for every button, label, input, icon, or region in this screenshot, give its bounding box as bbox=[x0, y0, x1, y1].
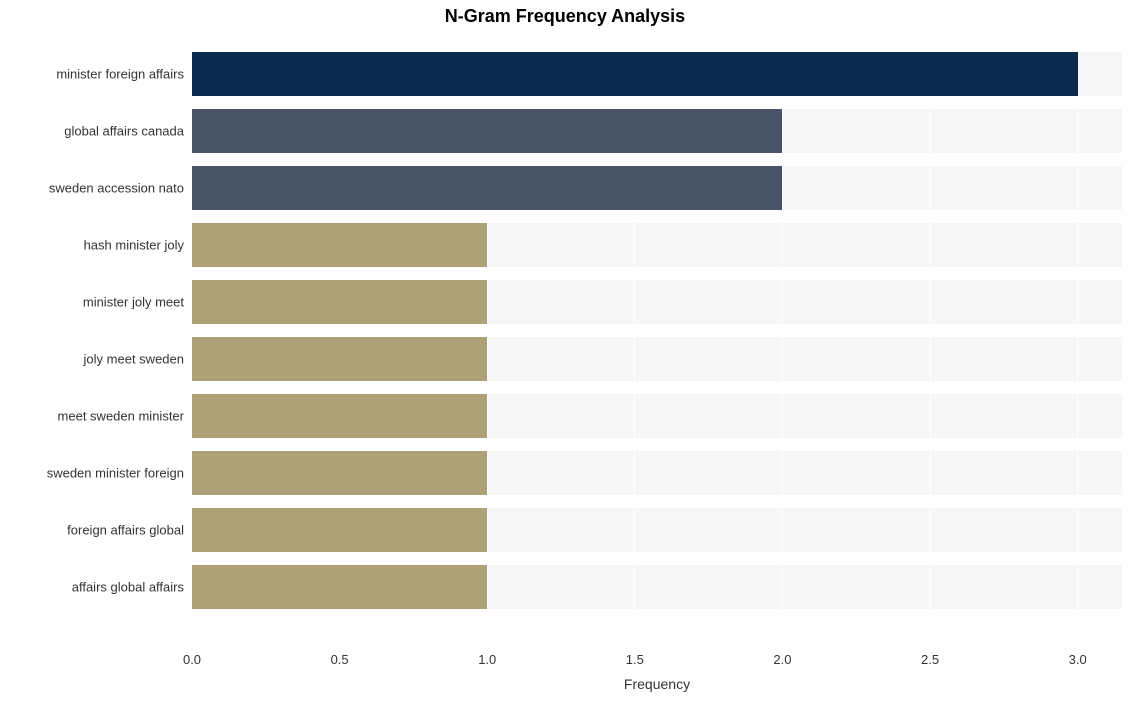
y-tick-label: sweden accession nato bbox=[49, 181, 192, 196]
x-tick-label: 3.0 bbox=[1069, 642, 1087, 667]
x-tick-label: 0.5 bbox=[331, 642, 349, 667]
vertical-gridline bbox=[930, 32, 931, 642]
x-axis-title: Frequency bbox=[192, 676, 1122, 692]
bar bbox=[192, 394, 487, 438]
y-tick-label: joly meet sweden bbox=[84, 352, 192, 367]
y-tick-label: foreign affairs global bbox=[67, 523, 192, 538]
x-tick-label: 2.5 bbox=[921, 642, 939, 667]
y-tick-label: minister foreign affairs bbox=[56, 67, 192, 82]
vertical-gridline bbox=[1077, 32, 1078, 642]
x-tick-label: 1.0 bbox=[478, 642, 496, 667]
y-tick-label: affairs global affairs bbox=[72, 580, 192, 595]
x-tick-label: 2.0 bbox=[773, 642, 791, 667]
y-tick-label: meet sweden minister bbox=[58, 409, 192, 424]
ngram-frequency-chart: N-Gram Frequency Analysis minister forei… bbox=[0, 0, 1130, 701]
bar bbox=[192, 223, 487, 267]
bar bbox=[192, 565, 487, 609]
chart-plot-area: minister foreign affairsglobal affairs c… bbox=[192, 32, 1122, 642]
chart-title: N-Gram Frequency Analysis bbox=[0, 6, 1130, 27]
y-tick-label: minister joly meet bbox=[83, 295, 192, 310]
y-tick-label: hash minister joly bbox=[84, 238, 192, 253]
bar bbox=[192, 451, 487, 495]
x-tick-label: 0.0 bbox=[183, 642, 201, 667]
bar bbox=[192, 280, 487, 324]
x-tick-label: 1.5 bbox=[626, 642, 644, 667]
y-tick-label: sweden minister foreign bbox=[47, 466, 192, 481]
y-tick-label: global affairs canada bbox=[64, 124, 192, 139]
bar bbox=[192, 109, 782, 153]
bar bbox=[192, 337, 487, 381]
bar bbox=[192, 166, 782, 210]
bar bbox=[192, 52, 1078, 96]
bar bbox=[192, 508, 487, 552]
